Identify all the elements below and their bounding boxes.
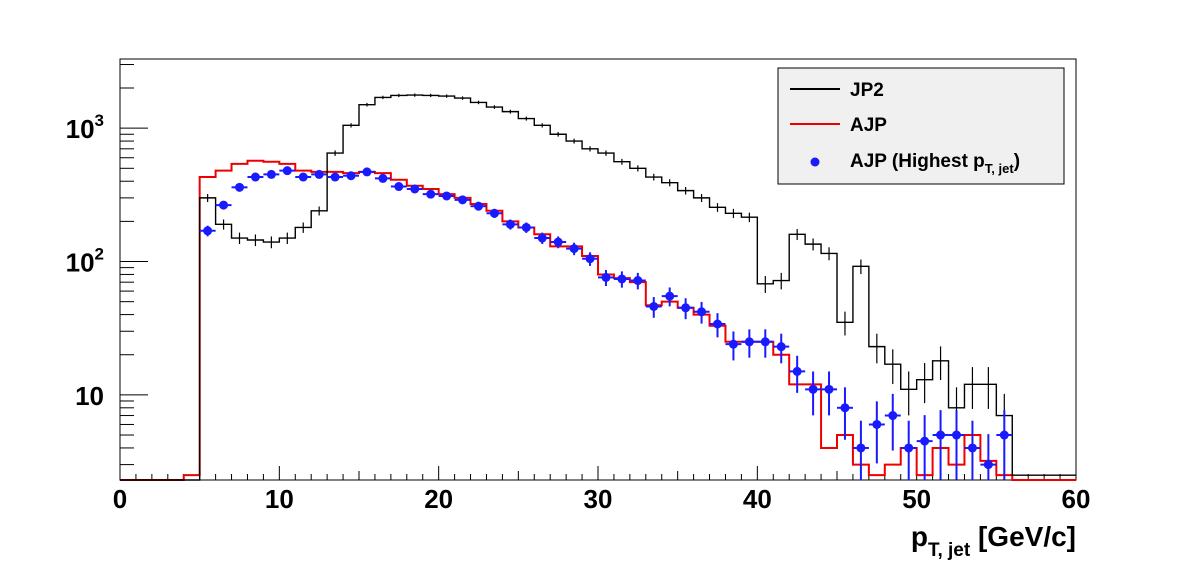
ajp-highest-point xyxy=(458,195,468,205)
ajp-highest-point xyxy=(362,167,372,177)
ajp-highest-point xyxy=(394,182,404,192)
ajp-highest-point xyxy=(856,443,866,453)
ajp-highest-point xyxy=(776,342,786,352)
ajp-highest-point xyxy=(728,339,738,349)
ajp-highest-point xyxy=(872,419,882,429)
ajp-highest-point xyxy=(521,222,531,232)
y-tick-label: 10 xyxy=(75,381,104,411)
legend-label-jp2: JP2 xyxy=(850,80,884,101)
ajp-highest-point xyxy=(808,384,818,394)
ajp-highest-point xyxy=(952,430,961,440)
ajp-highest-point xyxy=(792,366,802,376)
ajp-highest-point xyxy=(920,436,930,446)
ajp-highest-point xyxy=(250,172,260,182)
ajp-highest-point xyxy=(474,201,483,211)
ajp-highest-point xyxy=(505,219,515,229)
ajp-highest-point xyxy=(840,403,850,413)
ajp-highest-point xyxy=(999,430,1009,440)
ajp-highest-point xyxy=(378,173,388,183)
ajp-highest-point xyxy=(266,169,276,179)
ajp-highest-point xyxy=(888,411,898,421)
x-tick-label: 20 xyxy=(424,484,453,514)
x-tick-label: 30 xyxy=(584,484,613,514)
ajp-highest-point xyxy=(553,237,563,247)
y-tick-labels: 10 102 103 xyxy=(66,111,104,411)
ajp-highest-point xyxy=(346,171,356,181)
ajp-highest-point xyxy=(649,301,659,311)
ajp-highest-point xyxy=(936,430,946,440)
x-tick-label: 50 xyxy=(902,484,931,514)
legend-label-ajp-highest: AJP (Highest pT, jet) xyxy=(850,151,1020,176)
ajp-highest-point xyxy=(410,184,420,194)
series-layer xyxy=(120,93,1076,481)
x-tick-label: 60 xyxy=(1062,484,1091,514)
legend-label-ajp: AJP xyxy=(850,115,887,136)
legend-swatch-ajp-highest xyxy=(810,157,820,167)
ajp-highest-point xyxy=(314,169,324,179)
ajp-highest-point xyxy=(617,274,627,284)
ajp-highest-point xyxy=(633,276,643,286)
ajp-highest-point xyxy=(203,226,213,236)
series-line-ajp xyxy=(120,159,1076,481)
ajp-highest-point xyxy=(983,460,993,470)
y-tick-label: 102 xyxy=(66,245,104,278)
ajp-highest-point xyxy=(235,182,244,192)
ajp-highest-point xyxy=(442,191,452,201)
ajp-highest-point xyxy=(298,172,308,182)
ajp-highest-point xyxy=(282,166,292,176)
ajp-highest-point xyxy=(681,303,691,313)
ajp-highest-point xyxy=(330,172,340,182)
ajp-highest-point xyxy=(219,200,229,210)
ajp-highest-point xyxy=(824,384,834,394)
x-tick-label: 10 xyxy=(265,484,294,514)
ajp-highest-point xyxy=(744,337,754,347)
ajp-highest-point xyxy=(904,443,914,453)
ajp-highest-point xyxy=(967,443,977,453)
x-tick-label: 40 xyxy=(743,484,772,514)
ajp-highest-point xyxy=(569,244,579,254)
ajp-highest-point xyxy=(760,337,770,347)
ajp-highest-point xyxy=(585,254,595,264)
ajp-highest-point xyxy=(489,208,499,218)
x-tick-labels: 0 10 20 30 40 50 60 xyxy=(113,484,1091,514)
ajp-highest-point xyxy=(713,319,722,329)
ajp-highest-point xyxy=(697,307,707,317)
x-tick-label: 0 xyxy=(113,484,127,514)
ajp-highest-point xyxy=(601,272,611,282)
legend: JP2 AJP AJP (Highest pT, jet) xyxy=(777,67,1065,185)
ajp-highest-point xyxy=(426,189,436,199)
x-axis-title: pT, jet [GeV/c] xyxy=(911,521,1076,561)
ajp-highest-point xyxy=(537,233,547,243)
ajp-highest-point xyxy=(665,291,675,301)
legend-box xyxy=(777,67,1065,185)
y-tick-label: 103 xyxy=(66,111,104,144)
